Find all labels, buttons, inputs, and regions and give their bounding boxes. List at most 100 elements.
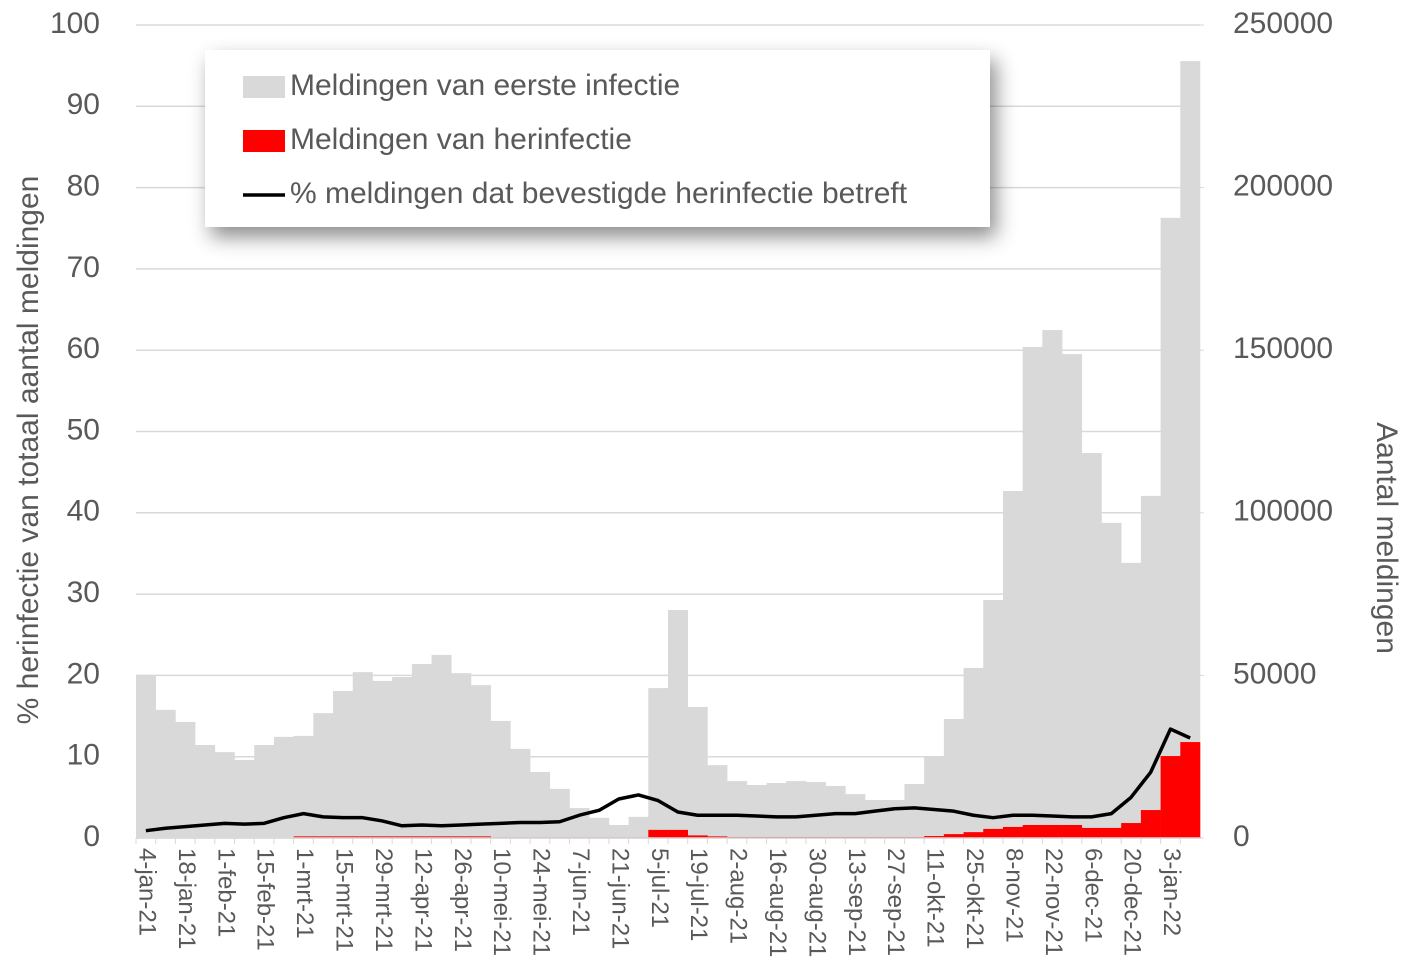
bar [1003,827,1023,838]
y-tick-label: 80 [67,170,100,203]
x-tick-label: 24-mei-21 [528,848,555,956]
y2-tick-label: 200000 [1233,170,1333,203]
x-tick-label: 15-mrt-21 [331,848,358,952]
x-tick-label: 5-jul-21 [646,848,673,928]
x-tick-label: 16-aug-21 [764,848,791,957]
bar [924,756,944,838]
bar [235,760,255,838]
bar [668,610,688,838]
x-tick-label: 6-dec-21 [1079,848,1106,943]
x-tick-label: 22-nov-21 [1040,848,1067,956]
bar [1082,453,1102,838]
bar [1062,825,1082,838]
bar [747,785,767,838]
x-tick-label: 4-jan-21 [134,848,161,936]
x-tick-label: 19-jul-21 [685,848,712,941]
bar [1141,810,1161,838]
bar [1180,61,1200,838]
bar [432,655,452,838]
bar [156,710,176,838]
x-tick-label: 29-mrt-21 [370,848,397,952]
x-tick-label: 1-mrt-21 [291,848,318,939]
bar [175,722,195,838]
bar [767,783,787,838]
x-tick-label: 13-sep-21 [843,848,870,956]
bar [609,825,629,838]
y-tick-label: 50 [67,413,100,446]
x-tick-label: 15-feb-21 [252,848,279,951]
y-tick-label: 70 [67,251,100,284]
bar [412,664,432,838]
y-tick-label: 30 [67,576,100,609]
y2-tick-label: 0 [1233,820,1250,853]
bar [668,830,688,838]
y2-axis-title: Aantal meldingen [1370,422,1403,654]
y-axis-title: % herinfectie van totaal aantal meldinge… [12,176,45,725]
bar [727,781,747,838]
y-tick-label: 100 [50,7,100,40]
bar [1023,825,1043,838]
y-tick-label: 20 [67,657,100,690]
bar [1161,756,1181,838]
bar [313,713,333,838]
x-tick-label: 20-dec-21 [1119,848,1146,956]
bar [136,675,156,838]
bar [1101,828,1121,838]
legend-label: Meldingen van herinfectie [290,123,632,156]
y2-tick-label: 50000 [1233,657,1316,690]
bar [392,677,412,838]
bar [471,685,491,838]
bar [491,721,511,838]
x-tick-label: 12-apr-21 [409,848,436,952]
y-tick-label: 0 [83,820,100,853]
y-tick-label: 10 [67,739,100,772]
bar [983,829,1003,838]
bar [589,818,609,838]
bar [510,749,530,838]
x-tick-label: 3-jan-22 [1158,848,1185,936]
x-tick-label: 7-jun-21 [567,848,594,936]
bar [964,832,984,838]
bar [451,673,471,838]
legend-label: % meldingen dat bevestigde herinfectie b… [290,177,908,210]
y2-tick-label: 250000 [1233,7,1333,40]
x-tick-label: 18-jan-21 [173,848,200,949]
bar [372,681,392,838]
x-tick-label: 8-nov-21 [1000,848,1027,943]
x-tick-label: 21-jun-21 [606,848,633,949]
bar [1180,742,1200,838]
bar [550,789,570,838]
bar [1121,823,1141,838]
y2-tick-label: 100000 [1233,495,1333,528]
bar [353,672,373,838]
legend-swatch [243,130,285,152]
bar [885,800,905,838]
bar [294,736,314,838]
bar [648,688,668,838]
y-tick-label: 40 [67,495,100,528]
y2-tick-label: 150000 [1233,332,1333,365]
bar [648,830,668,838]
bar [274,737,294,838]
bar [865,800,885,838]
x-tick-label: 30-aug-21 [803,848,830,957]
bar [944,719,964,838]
bar [1003,491,1023,838]
bar [1042,825,1062,838]
bar [806,782,826,838]
x-tick-label: 11-okt-21 [922,848,949,948]
bar [1082,828,1102,838]
x-tick-label: 1-feb-21 [212,848,239,937]
bar [1101,523,1121,838]
bar [845,794,865,838]
x-tick-label: 27-sep-21 [882,848,909,956]
x-tick-label: 26-apr-21 [449,848,476,952]
bar [629,817,649,838]
bar [904,784,924,838]
x-tick-label: 10-mei-21 [488,848,515,956]
bar [786,781,806,838]
x-tick-label: 25-okt-21 [961,848,988,949]
x-tick-label: 2-aug-21 [725,848,752,944]
